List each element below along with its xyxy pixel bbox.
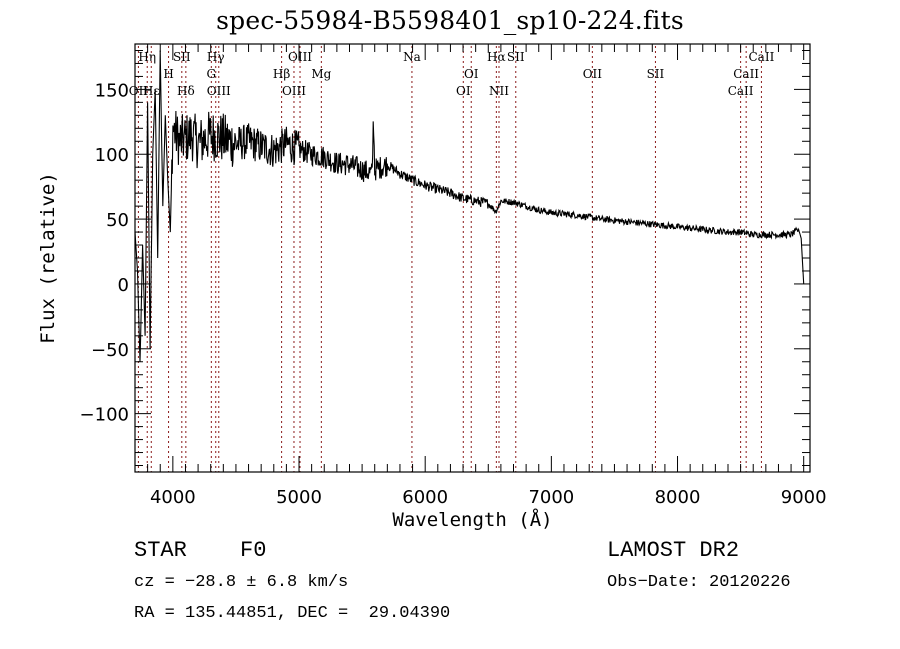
y-tick-label: −50: [91, 340, 129, 361]
line-marker-label: OIII: [207, 84, 231, 98]
line-marker-label: CaII: [733, 67, 759, 81]
y-tick-label: 50: [106, 210, 129, 231]
y-tick-label: 100: [95, 145, 129, 166]
line-marker-label: Hδ: [177, 84, 195, 98]
x-tick-label: 8000: [655, 487, 701, 508]
object-class: STAR: [134, 538, 187, 563]
line-marker-label: H: [163, 67, 173, 81]
x-tick-label: 9000: [781, 487, 827, 508]
y-tick-label: 150: [95, 80, 129, 101]
line-marker-label: OI: [464, 67, 479, 81]
survey-name: LAMOST DR2: [607, 538, 740, 563]
line-marker-label: NII: [489, 84, 509, 98]
plot-frame: [134, 43, 811, 473]
line-marker-labels: HηOIIHεHSIIHδHγGOIIIHβOIIIOIIIMgNaOIOIHα…: [129, 50, 775, 98]
line-marker-label: Hβ: [273, 67, 290, 81]
y-axis-label: Flux (relative): [37, 172, 59, 344]
axes: 4000 5000 6000 7000 8000 9000 −100 −50 0 50 100 150: [80, 43, 827, 508]
x-tick-label: 7000: [528, 487, 574, 508]
spectrum-line: [134, 50, 805, 362]
line-marker-label: OIII: [282, 84, 306, 98]
line-marker-label: G: [207, 67, 217, 81]
line-marker-label: Na: [403, 50, 421, 64]
y-tick-label: 0: [118, 275, 129, 296]
line-marker-label: Hα: [487, 50, 506, 64]
line-marker-label: SII: [507, 50, 525, 64]
line-marker-label: SII: [173, 50, 191, 64]
chart-title: spec-55984-B5598401_sp10-224.fits: [216, 6, 684, 35]
x-tick-label: 4000: [150, 487, 196, 508]
x-tick-label: 5000: [276, 487, 322, 508]
spectrum-series: [134, 50, 805, 362]
x-tick-label: 6000: [402, 487, 448, 508]
line-marker-label: OII: [583, 67, 603, 81]
line-marker-label: OIII: [288, 50, 312, 64]
obs-date: Obs−Date: 20120226: [607, 573, 791, 592]
coordinates: RA = 135.44851, DEC = 29.04390: [134, 604, 451, 623]
line-marker-label: OII: [129, 84, 149, 98]
line-marker-label: CaII: [728, 84, 754, 98]
line-markers: [137, 46, 762, 472]
line-marker-label: OI: [456, 84, 471, 98]
line-marker-label: CaII: [749, 50, 775, 64]
line-marker-label: SII: [647, 67, 665, 81]
line-marker-label: Hη: [138, 50, 156, 64]
x-axis-label: Wavelength (Å): [392, 509, 553, 531]
line-marker-label: Mg: [311, 67, 331, 81]
y-tick-label: −100: [80, 405, 129, 426]
object-subclass: F0: [240, 538, 267, 563]
line-marker-label: Hε: [143, 84, 160, 98]
line-marker-label: Hγ: [207, 50, 225, 64]
redshift-info: cz = −28.8 ± 6.8 km/s: [134, 573, 349, 592]
